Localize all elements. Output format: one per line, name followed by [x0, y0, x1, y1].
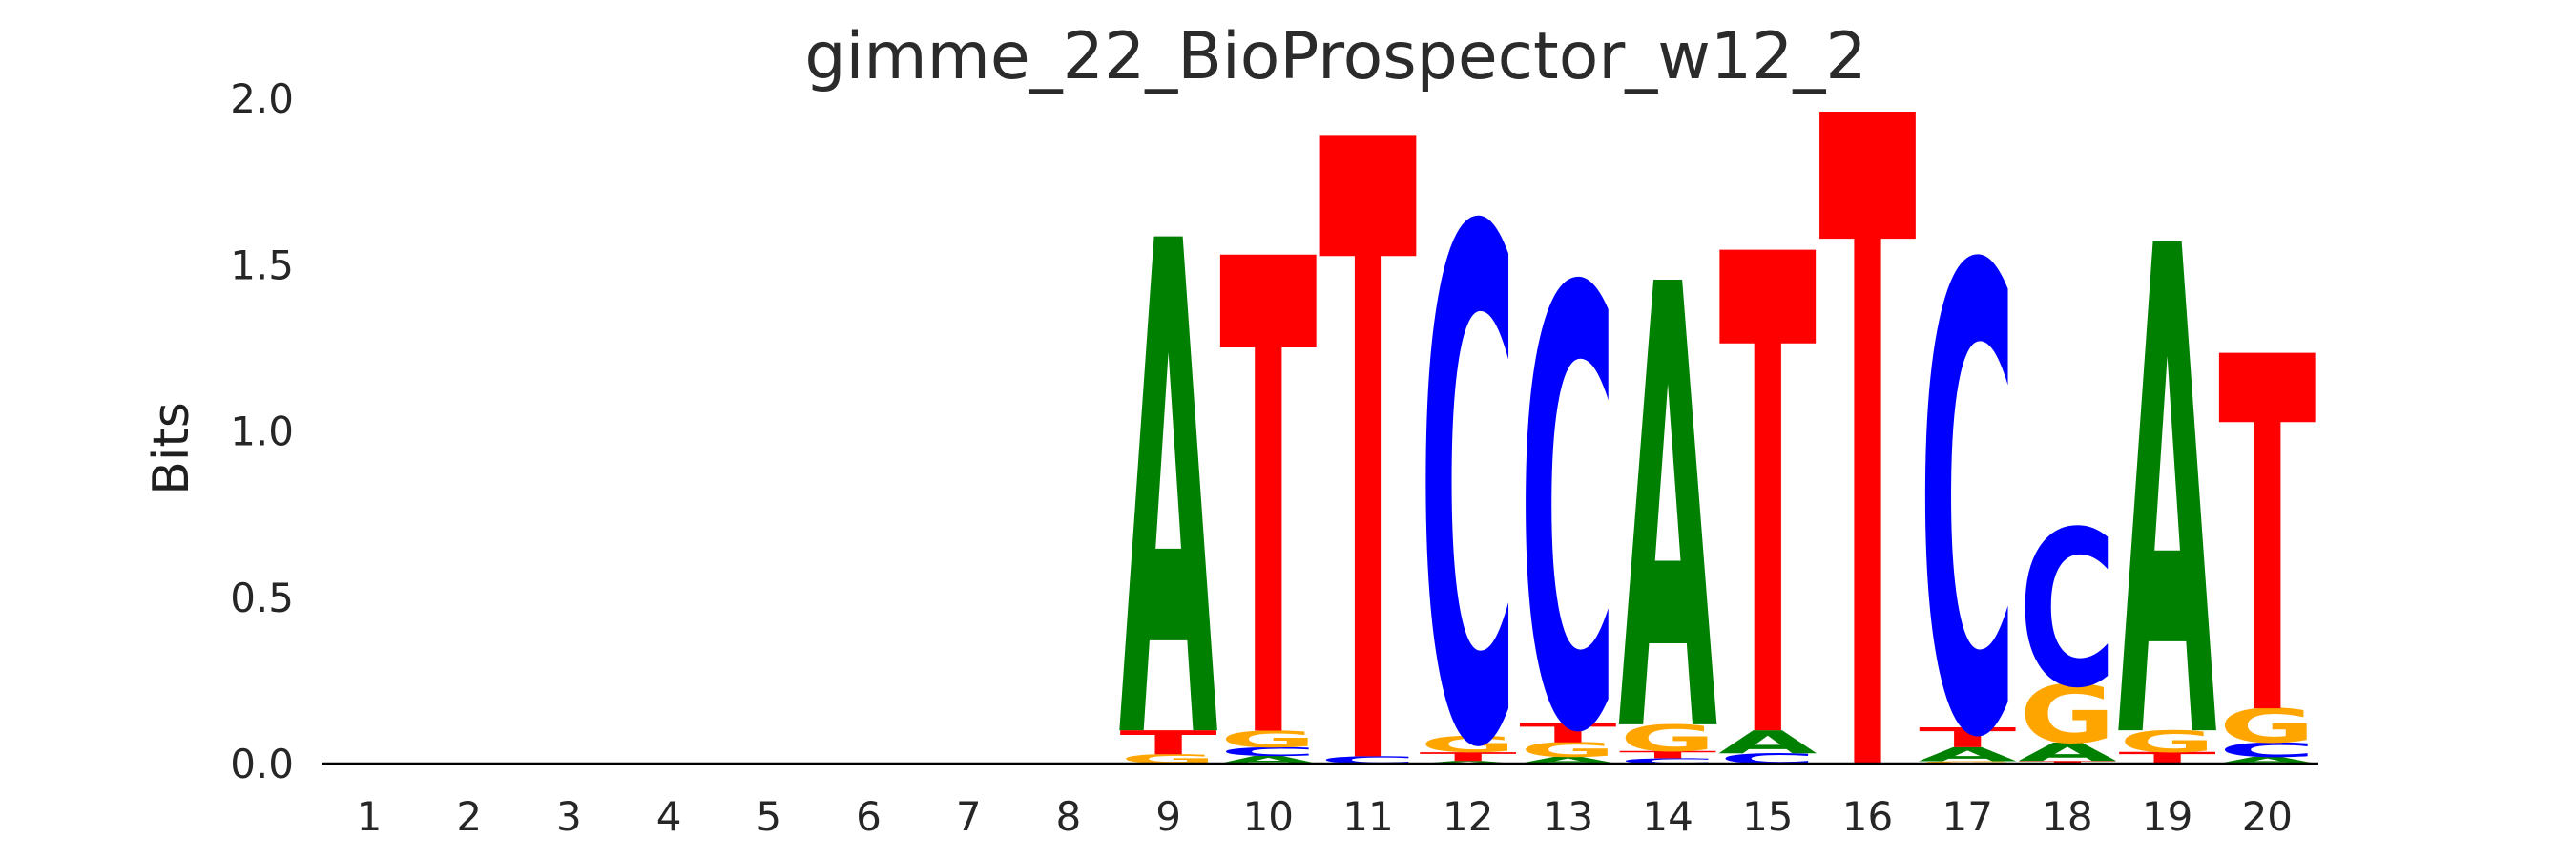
logo-letter-C: C: [1519, 164, 1617, 859]
logo-letter-C: C: [1919, 136, 2017, 859]
x-tick-label: 20: [2242, 793, 2293, 840]
chart-title: gimme_22_BioProspector_w12_2: [804, 19, 1866, 94]
x-tick-label: 2: [456, 793, 482, 840]
logo-letter-C: C: [1219, 745, 1318, 759]
x-tick-label: 16: [1842, 793, 1893, 840]
logo-letter-T: T: [1619, 749, 1716, 761]
x-tick-label: 14: [1642, 793, 1693, 840]
logo-letter-A: A: [2217, 755, 2316, 765]
logo-letter-T: T: [1719, 118, 1818, 859]
logo-letter-T: T: [1519, 718, 1616, 748]
logo-letter-T: T: [1319, 0, 1418, 859]
logo-letter-A: A: [1718, 724, 1818, 761]
logo-letter-C: C: [2218, 739, 2316, 762]
x-tick-label: 15: [1742, 793, 1793, 840]
x-tick-label: 17: [1942, 793, 1992, 840]
logo-letter-G: G: [1520, 738, 1616, 762]
x-axis-tick-labels: 1 2 3 4 5 6 7 8 9 10 11 12 13 14 15 16 17 18 19 20: [357, 793, 2293, 840]
y-tick-label: 0.0: [230, 741, 294, 787]
logo-letter-G: G: [2219, 700, 2316, 754]
logo-letter-A: A: [2018, 738, 2117, 767]
x-tick-label: 9: [1155, 793, 1181, 840]
y-tick-label: 2.0: [230, 75, 294, 122]
logo-letter-G: G: [1620, 718, 1716, 760]
logo-letter-A: A: [1119, 103, 1219, 859]
logo-letter-A: A: [1618, 157, 1718, 859]
y-tick-label: 1.5: [230, 241, 294, 288]
logo-letter-C: C: [1419, 85, 1517, 859]
logo-letter-T: T: [2019, 761, 2116, 765]
logo-letter-T: T: [1119, 723, 1216, 762]
x-tick-label: 1: [357, 793, 383, 840]
logo-letter-A: A: [1918, 744, 2017, 765]
y-axis-tick-labels: 0.0 0.5 1.0 1.5 2.0: [230, 75, 294, 787]
logo-letter-T: T: [1219, 124, 1318, 859]
x-tick-label: 11: [1342, 793, 1393, 840]
x-tick-label: 7: [956, 793, 982, 840]
logo-letter-C: C: [1619, 757, 1717, 765]
logo-stacks: GTAACGTCTATGCAGTCCTGACATTGATCTAGCTGAACGT: [1119, 0, 2317, 859]
x-tick-label: 6: [856, 793, 882, 840]
logo-letter-T: T: [2218, 255, 2316, 824]
logo-letter-T: T: [1919, 723, 2017, 754]
x-tick-label: 12: [1443, 793, 1493, 840]
logo-letter-T: T: [1420, 750, 1518, 764]
logo-letter-A: A: [2118, 109, 2218, 859]
logo-letter-A: A: [1419, 760, 1518, 764]
x-tick-label: 3: [556, 793, 582, 840]
y-axis-label: Bits: [143, 402, 200, 495]
x-tick-label: 19: [2142, 793, 2192, 840]
logo-letter-G: G: [1220, 726, 1317, 753]
logo-letter-G: G: [1420, 732, 1516, 758]
x-tick-label: 13: [1543, 793, 1593, 840]
logo-letter-T: T: [1818, 0, 1917, 859]
logo-letter-G: G: [2019, 668, 2115, 762]
logo-letter-G: G: [2119, 724, 2215, 759]
x-tick-label: 5: [756, 793, 781, 840]
x-tick-label: 8: [1056, 793, 1082, 840]
x-tick-label: 18: [2042, 793, 2092, 840]
x-tick-label: 10: [1243, 793, 1294, 840]
x-tick-label: 4: [656, 793, 682, 840]
logo-letter-A: A: [1518, 755, 1617, 765]
y-tick-label: 0.5: [230, 575, 294, 621]
y-tick-label: 1.0: [230, 409, 294, 455]
logo-letter-C: C: [2019, 486, 2117, 736]
